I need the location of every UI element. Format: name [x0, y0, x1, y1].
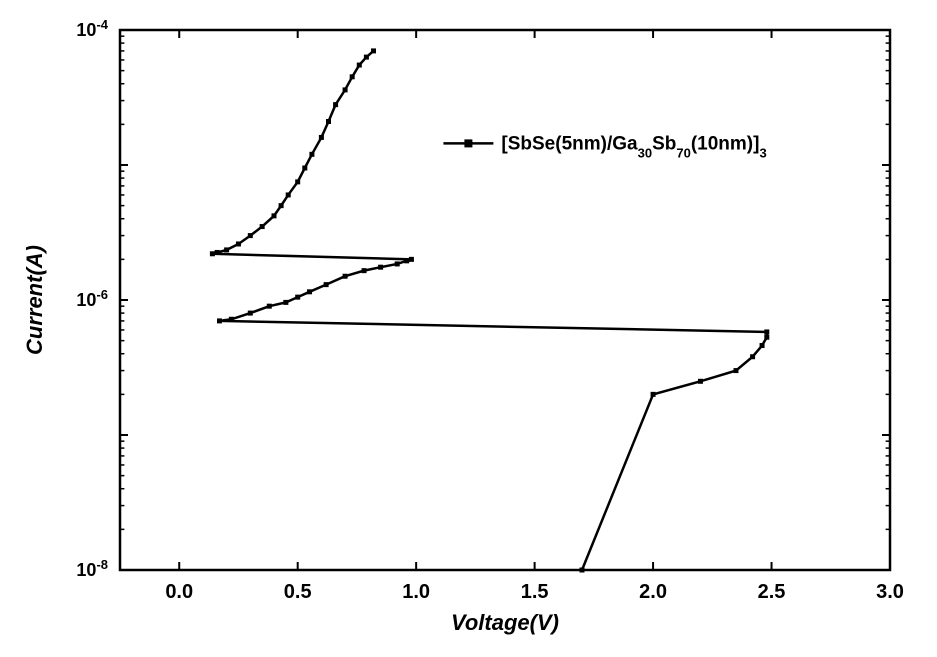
- legend-marker: [464, 139, 472, 147]
- data-marker: [404, 258, 409, 263]
- data-marker: [217, 318, 222, 323]
- data-line: [212, 51, 766, 570]
- data-marker: [357, 63, 362, 68]
- data-marker: [248, 233, 253, 238]
- data-marker: [248, 311, 253, 316]
- data-marker: [309, 152, 314, 157]
- data-marker: [343, 87, 348, 92]
- data-marker: [378, 265, 383, 270]
- data-marker: [229, 317, 234, 322]
- data-marker: [215, 250, 220, 255]
- data-marker: [764, 335, 769, 340]
- chart-container: 0.0 0.5 1.0 1.5 2.0 2.5 3.0 Voltage(V) 10-8 10-6 1…: [0, 0, 937, 657]
- data-marker: [272, 213, 277, 218]
- data-marker: [295, 179, 300, 184]
- data-marker: [210, 251, 215, 256]
- data-marker: [651, 392, 656, 397]
- data-marker: [236, 241, 241, 246]
- data-marker: [698, 379, 703, 384]
- legend-text: [SbSe(5nm)/Ga30Sb70(10nm)]3: [501, 133, 766, 160]
- x-axis-label: Voltage(V): [451, 610, 559, 635]
- data-marker: [224, 247, 229, 252]
- data-marker: [395, 261, 400, 266]
- data-marker: [343, 274, 348, 279]
- y-tick-label: 10-8: [76, 557, 108, 581]
- data-marker: [279, 203, 284, 208]
- iv-chart: 0.0 0.5 1.0 1.5 2.0 2.5 3.0 Voltage(V) 10-8 10-6 1…: [0, 0, 937, 657]
- data-marker: [371, 48, 376, 53]
- x-tick-label: 2.5: [758, 581, 786, 603]
- data-marker: [267, 304, 272, 309]
- x-tick-label: 3.0: [876, 581, 904, 603]
- data-marker: [307, 289, 312, 294]
- data-marker: [734, 368, 739, 373]
- data-marker: [260, 224, 265, 229]
- data-marker: [333, 102, 338, 107]
- data-marker: [362, 268, 367, 273]
- data-marker: [350, 74, 355, 79]
- data-marker: [324, 282, 329, 287]
- data-marker: [580, 568, 585, 573]
- x-tick-label: 0.5: [284, 581, 312, 603]
- y-axis-label: Current(A): [22, 245, 47, 355]
- y-tick-label: 10-6: [76, 287, 108, 311]
- data-marker: [750, 354, 755, 359]
- data-marker: [283, 300, 288, 305]
- data-marker: [409, 257, 414, 262]
- data-marker: [764, 329, 769, 334]
- plot-border: [120, 30, 890, 570]
- data-marker: [295, 295, 300, 300]
- data-marker: [364, 55, 369, 60]
- x-tick-label: 2.0: [639, 581, 667, 603]
- data-marker: [302, 166, 307, 171]
- data-marker: [319, 135, 324, 140]
- data-marker: [286, 192, 291, 197]
- data-marker: [760, 343, 765, 348]
- x-tick-label: 1.5: [521, 581, 549, 603]
- data-marker: [326, 119, 331, 124]
- y-tick-label: 10-4: [76, 17, 108, 41]
- x-tick-label: 0.0: [165, 581, 193, 603]
- x-tick-label: 1.0: [402, 581, 430, 603]
